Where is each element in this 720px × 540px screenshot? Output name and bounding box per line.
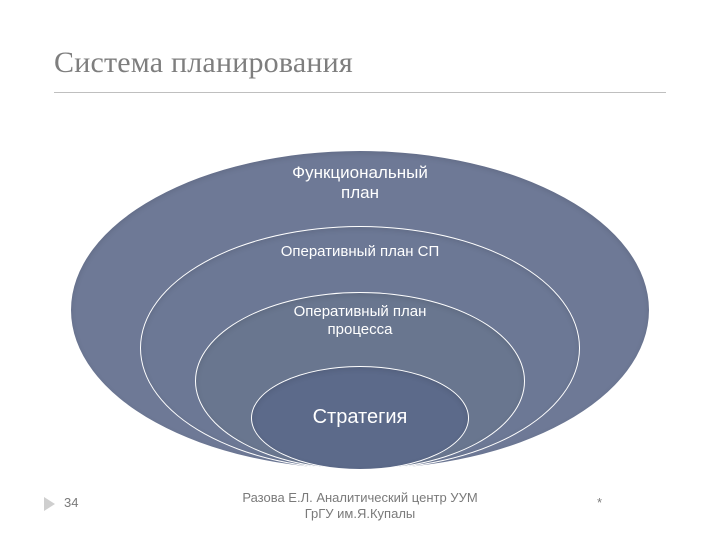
title-underline bbox=[54, 92, 666, 93]
ellipse-label-3: Стратегия bbox=[252, 406, 468, 430]
nested-ellipse-diagram: Функциональныйплан Оперативный план СП Опе… bbox=[70, 150, 650, 470]
page-title: Система планирования bbox=[54, 46, 353, 80]
ellipse-layer-3: Стратегия bbox=[251, 366, 469, 470]
ellipse-label-2: Оперативный планпроцесса bbox=[196, 303, 524, 338]
ellipse-label-1: Оперативный план СП bbox=[141, 243, 579, 261]
footer-text: Разова Е.Л. Аналитический центр УУМГрГУ … bbox=[0, 490, 720, 523]
slide: Система планирования Функциональныйплан О… bbox=[0, 0, 720, 540]
footer-date: * bbox=[597, 495, 602, 510]
ellipse-label-0: Функциональныйплан bbox=[71, 163, 649, 203]
